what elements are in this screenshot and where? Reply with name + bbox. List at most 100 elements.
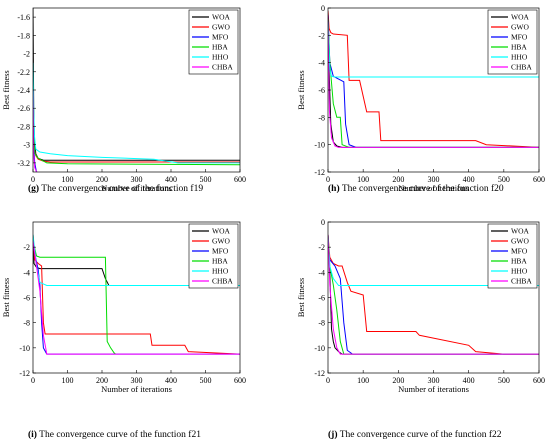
legend-label-hho: HHO xyxy=(511,53,528,62)
x-tick-label: 0 xyxy=(326,376,330,385)
series-line-chba xyxy=(328,21,539,148)
y-tick-label: -6 xyxy=(318,86,325,95)
legend-label-gwo: GWO xyxy=(511,237,529,246)
x-tick-label: 600 xyxy=(234,376,246,385)
x-tick-label: 200 xyxy=(392,175,404,184)
x-tick-label: 0 xyxy=(31,175,35,184)
y-tick-label: -12 xyxy=(314,168,325,177)
y-tick-label: -2.2 xyxy=(17,68,30,77)
series-line-mfo xyxy=(328,14,539,148)
y-tick-label: -8 xyxy=(318,113,325,122)
y-axis-label: Best fitness xyxy=(296,278,306,317)
legend-label-mfo: MFO xyxy=(212,33,229,42)
series-line-hba xyxy=(33,80,240,166)
legend-label-woa: WOA xyxy=(212,13,230,22)
legend-label-chba: CHBA xyxy=(212,277,233,286)
x-axis-label: Number of iterations xyxy=(101,183,172,193)
x-tick-label: 500 xyxy=(498,376,510,385)
legend-label-gwo: GWO xyxy=(212,237,230,246)
legend-box xyxy=(188,223,239,289)
y-tick-label: -6 xyxy=(318,294,325,303)
caption-text: The convergence curve of the function f2… xyxy=(37,429,201,440)
legend-label-hba: HBA xyxy=(511,43,527,52)
y-tick-label: -2 xyxy=(23,243,30,252)
y-tick-label: -4 xyxy=(318,268,325,277)
x-tick-label: 400 xyxy=(463,175,475,184)
legend-label-gwo: GWO xyxy=(212,23,230,32)
y-axis-label: Best fitness xyxy=(1,278,11,317)
legend-box xyxy=(188,9,239,75)
series-line-chba xyxy=(328,234,539,355)
x-tick-label: 400 xyxy=(463,376,475,385)
x-tick-label: 600 xyxy=(234,175,246,184)
series-group xyxy=(328,234,539,355)
x-tick-label: 0 xyxy=(326,175,330,184)
series-line-gwo xyxy=(328,10,539,148)
chart-panel-2: 0 100 200 300 400 500 600 -2 -4 -6 -8 -10 -12 Number … xyxy=(1,221,246,440)
y-tick-label: 0 xyxy=(321,218,325,227)
y-tick-label: -2.4 xyxy=(17,86,30,95)
legend-box xyxy=(487,223,538,289)
figure-caption: (h) The convergence curve of the functio… xyxy=(328,183,504,194)
caption-text: The convergence curve of the function f2… xyxy=(338,429,502,440)
legend-label-hho: HHO xyxy=(511,267,528,276)
x-tick-label: 200 xyxy=(392,376,404,385)
series-group xyxy=(33,234,240,355)
y-tick-label: -12 xyxy=(314,369,325,378)
legend-label-hba: HBA xyxy=(212,257,228,266)
y-tick-label: -8 xyxy=(318,319,325,328)
x-tick-label: 100 xyxy=(62,175,74,184)
legend-label-woa: WOA xyxy=(212,227,230,236)
legend-label-hba: HBA xyxy=(511,257,527,266)
legend-label-mfo: MFO xyxy=(511,33,528,42)
x-tick-label: 600 xyxy=(533,376,545,385)
legend-label-hho: HHO xyxy=(212,53,229,62)
x-tick-label: 500 xyxy=(498,175,510,184)
x-tick-label: 600 xyxy=(533,175,545,184)
y-axis-label: Best fitness xyxy=(1,70,11,109)
y-tick-label: -2.8 xyxy=(17,122,30,131)
series-line-hba xyxy=(33,240,117,355)
x-tick-label: 200 xyxy=(96,376,108,385)
x-tick-label: 400 xyxy=(165,175,177,184)
figure-caption: (j) The convergence curve of the functio… xyxy=(328,429,502,440)
series-line-gwo xyxy=(328,234,539,355)
y-tick-label: -10 xyxy=(19,344,30,353)
y-tick-label: 0 xyxy=(321,4,325,13)
legend-box xyxy=(487,9,538,75)
series-line-hho xyxy=(33,62,240,164)
legend-label-hho: HHO xyxy=(212,267,229,276)
caption-label: (j) xyxy=(328,429,338,440)
x-tick-label: 300 xyxy=(428,376,440,385)
legend-label-chba: CHBA xyxy=(212,63,233,72)
y-tick-label: -8 xyxy=(23,319,30,328)
y-tick-label: -2.6 xyxy=(17,104,30,113)
x-tick-label: 300 xyxy=(131,175,143,184)
series-group xyxy=(328,10,539,148)
y-tick-label: -3.2 xyxy=(17,159,30,168)
x-axis-label: Number of iterations xyxy=(101,384,172,394)
y-tick-label: -4 xyxy=(318,59,325,68)
y-tick-label: -3 xyxy=(23,141,30,150)
caption-label: (g) xyxy=(28,183,39,194)
x-axis-label: Number of iterations xyxy=(398,183,469,193)
legend-label-woa: WOA xyxy=(511,227,529,236)
y-tick-label: -1.8 xyxy=(17,31,30,40)
legend-label-woa: WOA xyxy=(511,13,529,22)
x-tick-label: 100 xyxy=(357,376,369,385)
y-tick-label: -12 xyxy=(19,369,30,378)
y-tick-label: -4 xyxy=(23,268,30,277)
x-tick-label: 500 xyxy=(200,376,212,385)
legend-label-chba: CHBA xyxy=(511,277,532,286)
x-tick-label: 400 xyxy=(165,376,177,385)
caption-text: The convergence curve of the function f1… xyxy=(39,183,203,194)
y-tick-label: -6 xyxy=(23,294,30,303)
legend-label-mfo: MFO xyxy=(511,247,528,256)
x-tick-label: 200 xyxy=(96,175,108,184)
series-line-hho xyxy=(328,21,539,78)
series-line-mfo xyxy=(328,247,539,355)
